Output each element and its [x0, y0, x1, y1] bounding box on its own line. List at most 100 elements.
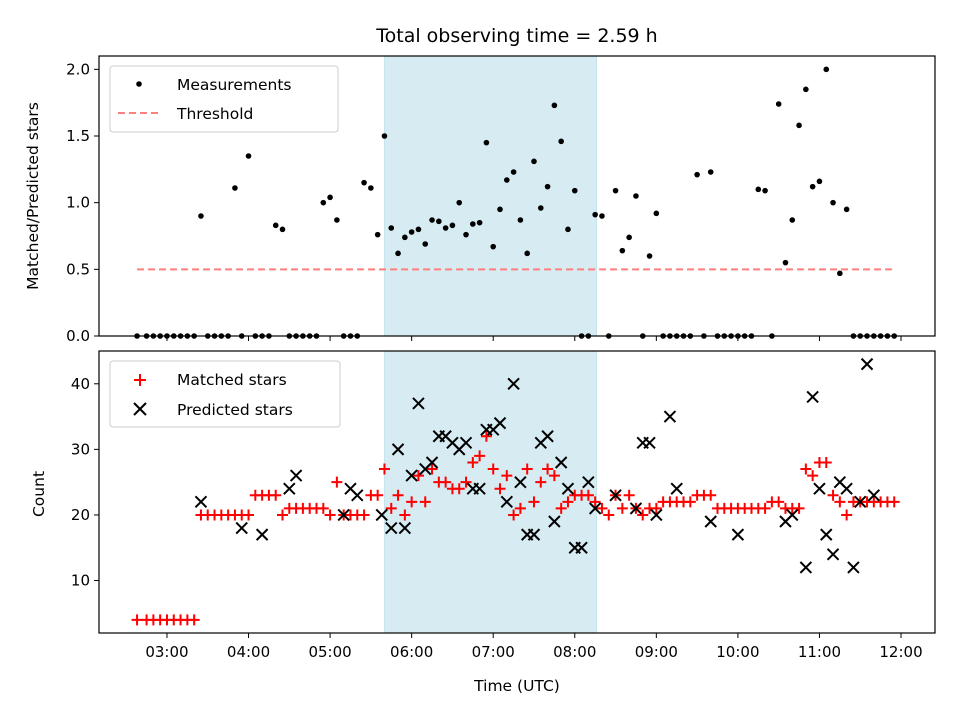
matched-star-point	[412, 470, 424, 482]
legend-matched-label: Matched stars	[177, 371, 287, 389]
measurement-point	[470, 221, 476, 227]
matched-star-point	[243, 509, 255, 521]
measurement-point	[789, 217, 796, 223]
matched-star-point	[589, 496, 601, 508]
matched-star-point	[793, 502, 805, 514]
measurement-point	[775, 101, 782, 107]
y-tick-label: 0.0	[66, 327, 90, 345]
y-tick-label: 40	[71, 375, 90, 393]
matched-star-point	[528, 496, 540, 508]
predicted-star-point	[412, 397, 425, 410]
predicted-star-point	[459, 436, 473, 450]
legend-x-icon	[133, 402, 147, 416]
measurement-point	[449, 222, 456, 229]
legend-predicted-label: Predicted stars	[177, 401, 293, 419]
matched-star-point	[480, 430, 492, 442]
predicted-star-point	[493, 416, 507, 430]
matched-star-point	[535, 476, 547, 488]
matched-star-point	[460, 476, 472, 488]
matched-star-point	[548, 470, 560, 482]
top-legend: Measurements Threshold	[109, 65, 339, 133]
x-tick-label: 07:00	[472, 643, 515, 661]
predicted-star-point	[820, 528, 833, 541]
measurement-point	[463, 231, 469, 238]
top-panel-shaded-span	[383, 55, 598, 337]
matched-star-point	[501, 470, 513, 482]
matched-star-point	[841, 509, 853, 521]
matched-star-point	[542, 463, 554, 475]
legend-threshold-label: Threshold	[176, 105, 253, 123]
predicted-star-point	[860, 357, 874, 371]
measurement-point	[395, 250, 401, 257]
bottom-panel-frame	[98, 350, 936, 634]
predicted-star-point	[854, 495, 867, 509]
measurement-point	[388, 225, 395, 231]
predicted-star-point	[575, 541, 588, 554]
measurement-point	[551, 102, 558, 109]
matched-star-point	[834, 496, 846, 508]
predicted-star-point	[847, 561, 860, 574]
matched-star-point	[419, 496, 431, 508]
measurement-point	[483, 139, 490, 146]
x-tick-label: 06:00	[390, 643, 433, 661]
matched-star-point	[453, 483, 465, 495]
measurement-point	[646, 253, 653, 259]
matched-star-point	[650, 502, 662, 514]
matched-star-point	[378, 463, 390, 475]
top-panel-ylabel: Matched/Predicted stars	[24, 102, 42, 290]
measurement-point	[517, 217, 524, 223]
matched-star-point	[385, 502, 397, 514]
predicted-star-point	[375, 508, 388, 522]
y-tick-label: 1.5	[66, 127, 90, 145]
measurement-point	[476, 219, 483, 226]
matched-star-point	[406, 496, 418, 508]
predicted-star-point	[813, 482, 826, 495]
matched-star-point	[800, 463, 812, 475]
measurement-point	[619, 247, 626, 254]
predicted-star-point	[554, 456, 568, 469]
predicted-star-point	[799, 561, 813, 574]
measurement-point	[456, 199, 463, 206]
predicted-star-point	[609, 489, 622, 502]
matched-star-point	[474, 450, 486, 462]
y-tick-label: 20	[71, 506, 90, 524]
predicted-star-point	[507, 377, 520, 390]
matched-star-point	[188, 614, 200, 626]
bottom-legend: Matched stars Predicted stars	[109, 360, 341, 428]
x-tick-label: 05:00	[308, 643, 351, 661]
measurement-point	[782, 259, 789, 266]
matched-star-point	[494, 483, 506, 495]
measurement-point	[279, 226, 286, 233]
measurement-point	[707, 169, 714, 175]
matched-star-point	[324, 509, 336, 521]
predicted-star-point	[786, 508, 799, 522]
legend-dot-icon	[136, 81, 142, 87]
matched-star-point	[562, 496, 574, 508]
predicted-star-point	[473, 482, 486, 495]
legend-measurements-label: Measurements	[177, 76, 292, 94]
matched-star-point	[277, 509, 289, 521]
y-tick-label: 30	[71, 440, 90, 458]
measurement-point	[320, 199, 327, 206]
predicted-star-point	[425, 456, 439, 469]
predicted-star-point	[391, 443, 405, 456]
x-tick-label: 10:00	[716, 643, 759, 661]
matched-star-point	[807, 470, 819, 482]
measurement-point	[565, 226, 571, 233]
measurement-point	[408, 229, 415, 235]
predicted-star-point	[255, 528, 269, 541]
measurement-point	[626, 234, 632, 241]
predicted-star-point	[582, 475, 595, 489]
matched-star-point	[399, 509, 411, 521]
x-tick-label: 09:00	[635, 643, 678, 661]
measurement-point	[830, 199, 836, 206]
measurement-point	[612, 187, 619, 194]
measurement-point	[504, 177, 510, 183]
x-tick-label: 12:00	[879, 643, 922, 661]
top-panel-title: Total observing time = 2.59 h	[375, 25, 657, 47]
bottom-legend-box	[109, 360, 341, 428]
measurement-point	[497, 206, 503, 213]
y-tick-label: 2.0	[66, 60, 90, 78]
matched-star-point	[596, 502, 608, 514]
matched-star-point	[637, 509, 649, 521]
